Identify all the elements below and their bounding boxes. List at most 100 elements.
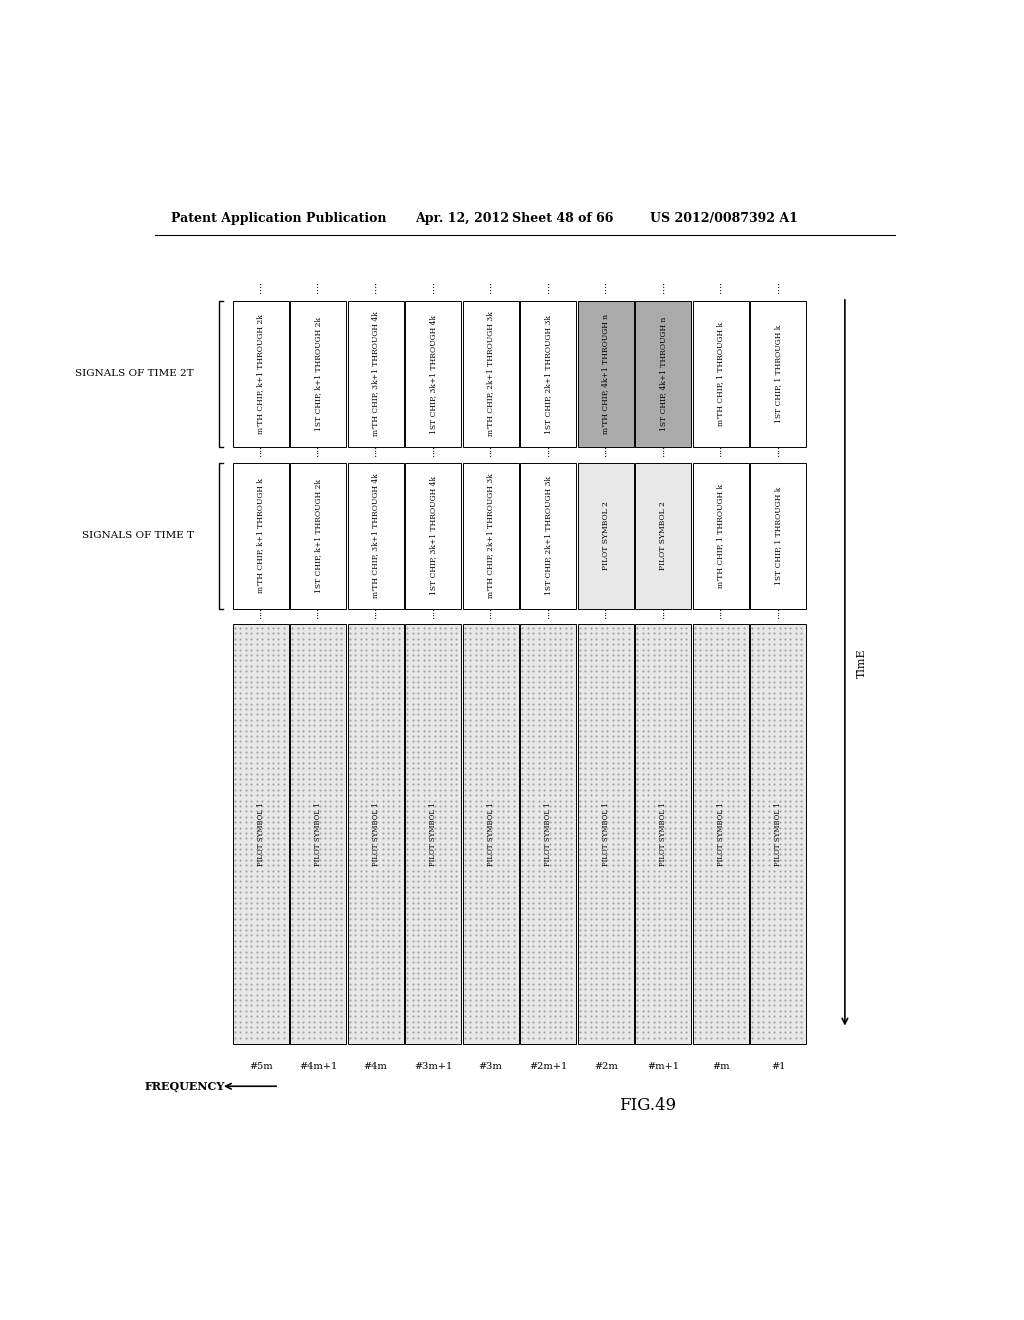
Text: m'TH CHIP, 4k+1 THROUGH n: m'TH CHIP, 4k+1 THROUGH n (602, 314, 609, 434)
Text: :: : (431, 612, 435, 620)
Text: :: : (374, 612, 377, 620)
Text: :: : (431, 286, 435, 296)
Text: :: : (604, 281, 607, 289)
Text: PILOT SYMBOL 1: PILOT SYMBOL 1 (486, 803, 495, 866)
Text: PILOT SYMBOL 1: PILOT SYMBOL 1 (372, 803, 380, 866)
Bar (290, 624, 346, 1044)
Bar (406, 624, 461, 1044)
Text: 1ST CHIP, 2k+1 THROUGH 3k: 1ST CHIP, 2k+1 THROUGH 3k (544, 477, 552, 595)
Text: PILOT SYMBOL 1: PILOT SYMBOL 1 (602, 803, 609, 866)
Text: :: : (719, 612, 722, 620)
Text: PILOT SYMBOL 2: PILOT SYMBOL 2 (659, 502, 668, 570)
Text: :: : (489, 607, 493, 615)
Bar (635, 462, 691, 609)
Bar (232, 624, 289, 1044)
Text: :: : (547, 450, 550, 459)
Bar (692, 462, 749, 609)
Text: :: : (316, 612, 319, 620)
Text: PILOT SYMBOL 1: PILOT SYMBOL 1 (544, 803, 552, 866)
Text: :: : (604, 445, 607, 454)
Bar (232, 462, 289, 609)
Bar (578, 624, 634, 1044)
Text: :: : (547, 286, 550, 296)
Bar (347, 624, 403, 1044)
Text: #3m+1: #3m+1 (414, 1061, 453, 1071)
Text: #5m: #5m (249, 1061, 272, 1071)
Text: SIGNALS OF TIME 2T: SIGNALS OF TIME 2T (75, 370, 194, 379)
Bar (692, 301, 749, 447)
Bar (692, 624, 749, 1044)
Text: :: : (776, 607, 779, 615)
Text: :: : (259, 450, 262, 459)
Text: #2m+1: #2m+1 (529, 1061, 567, 1071)
Text: #3m: #3m (479, 1061, 503, 1071)
Text: PILOT SYMBOL 1: PILOT SYMBOL 1 (429, 803, 437, 866)
Text: :: : (662, 445, 665, 454)
Text: m'TH CHIP, 2k+1 THROUGH 3k: m'TH CHIP, 2k+1 THROUGH 3k (486, 312, 495, 437)
Bar (578, 301, 634, 447)
Text: :: : (662, 450, 665, 459)
Text: PILOT SYMBOL 1: PILOT SYMBOL 1 (659, 803, 668, 866)
Text: 1ST CHIP, 1 THROUGH k: 1ST CHIP, 1 THROUGH k (774, 487, 782, 585)
Text: :: : (662, 612, 665, 620)
Bar (520, 624, 577, 1044)
Text: 1ST CHIP, 3k+1 THROUGH 4k: 1ST CHIP, 3k+1 THROUGH 4k (429, 314, 437, 433)
Text: PILOT SYMBOL 1: PILOT SYMBOL 1 (257, 803, 264, 866)
Text: :: : (431, 607, 435, 615)
Text: 1ST CHIP, 4k+1 THROUGH n: 1ST CHIP, 4k+1 THROUGH n (659, 317, 668, 432)
Text: :: : (719, 281, 722, 289)
Bar (751, 624, 806, 1044)
Text: :: : (316, 450, 319, 459)
Text: :: : (776, 450, 779, 459)
Text: :: : (776, 281, 779, 289)
Text: :: : (431, 445, 435, 454)
Text: :: : (662, 286, 665, 296)
Text: :: : (374, 607, 377, 615)
Bar (347, 301, 403, 447)
Text: #m+1: #m+1 (647, 1061, 679, 1071)
Text: FIG.49: FIG.49 (618, 1097, 676, 1114)
Text: m'TH CHIP, k+1 THROUGH 2k: m'TH CHIP, k+1 THROUGH 2k (257, 314, 264, 434)
Bar (635, 301, 691, 447)
Text: :: : (431, 281, 435, 289)
Bar (290, 462, 346, 609)
Bar (463, 624, 518, 1044)
Text: m'TH CHIP, 2k+1 THROUGH 3k: m'TH CHIP, 2k+1 THROUGH 3k (486, 474, 495, 598)
Bar (751, 462, 806, 609)
Text: :: : (489, 281, 493, 289)
Text: :: : (719, 445, 722, 454)
Text: :: : (489, 450, 493, 459)
Text: SIGNALS OF TIME T: SIGNALS OF TIME T (82, 531, 194, 540)
Text: :: : (662, 607, 665, 615)
Text: :: : (604, 612, 607, 620)
Bar (406, 462, 461, 609)
Bar (520, 462, 577, 609)
Text: :: : (374, 445, 377, 454)
Text: :: : (259, 612, 262, 620)
Bar (406, 301, 461, 447)
Text: PILOT SYMBOL 1: PILOT SYMBOL 1 (774, 803, 782, 866)
Bar (635, 624, 691, 1044)
Text: #4m+1: #4m+1 (299, 1061, 337, 1071)
Text: :: : (374, 450, 377, 459)
Text: :: : (547, 281, 550, 289)
Text: 1ST CHIP, 2k+1 THROUGH 3k: 1ST CHIP, 2k+1 THROUGH 3k (544, 314, 552, 433)
Text: m'TH CHIP, 1 THROUGH k: m'TH CHIP, 1 THROUGH k (717, 322, 725, 426)
Text: 1ST CHIP, k+1 THROUGH 2k: 1ST CHIP, k+1 THROUGH 2k (314, 317, 323, 432)
Text: :: : (662, 281, 665, 289)
Text: :: : (316, 445, 319, 454)
Text: :: : (489, 445, 493, 454)
Text: 1ST CHIP, k+1 THROUGH 2k: 1ST CHIP, k+1 THROUGH 2k (314, 479, 323, 593)
Bar (290, 301, 346, 447)
Text: :: : (719, 607, 722, 615)
Text: :: : (259, 286, 262, 296)
Bar (751, 301, 806, 447)
Text: #1: #1 (771, 1061, 785, 1071)
Text: :: : (547, 607, 550, 615)
Text: :: : (316, 286, 319, 296)
Text: :: : (374, 286, 377, 296)
Text: FREQUENCY: FREQUENCY (144, 1081, 225, 1092)
Text: :: : (776, 612, 779, 620)
Bar (520, 301, 577, 447)
Text: :: : (547, 612, 550, 620)
